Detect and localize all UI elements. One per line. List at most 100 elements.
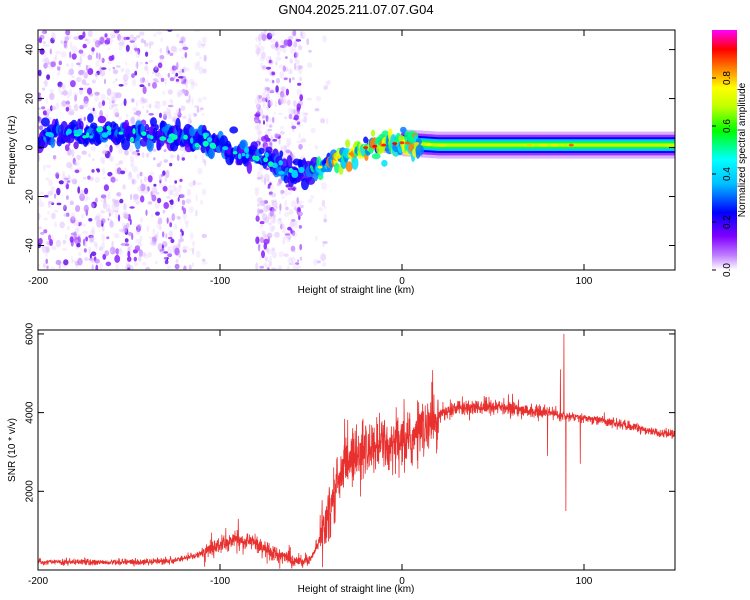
noise-blob	[281, 97, 284, 105]
noise-blob	[53, 155, 56, 161]
noise-blob	[287, 187, 294, 191]
noise-blob	[169, 98, 173, 103]
noise-blob	[288, 209, 294, 215]
noise-blob	[292, 221, 298, 226]
noise-blob	[78, 35, 84, 40]
noise-blob	[194, 62, 200, 67]
noise-blob	[64, 144, 70, 152]
noise-blob	[148, 151, 153, 155]
noise-blob	[117, 214, 121, 222]
noise-blob	[160, 37, 163, 43]
ridge-blob	[415, 144, 425, 156]
noise-blob	[315, 235, 318, 242]
noise-blob	[100, 218, 106, 224]
ridge-blob	[229, 126, 239, 134]
noise-blob	[196, 182, 202, 186]
noise-blob	[108, 67, 111, 72]
noise-blob	[101, 72, 106, 76]
spectrogram-frame	[37, 29, 676, 271]
ridge-hotspot	[241, 152, 246, 157]
noise-blob	[112, 199, 119, 203]
noise-blob	[99, 36, 105, 45]
noise-blob	[261, 65, 267, 70]
noise-blob	[202, 261, 208, 265]
noise-blob	[65, 234, 68, 239]
noise-blob	[268, 222, 271, 226]
noise-blob	[260, 32, 264, 36]
noise-blob	[166, 265, 172, 269]
noise-blob	[197, 40, 202, 49]
noise-blob	[172, 186, 177, 192]
noise-blob	[111, 240, 114, 249]
noise-blob	[178, 185, 182, 188]
noise-blob	[295, 59, 300, 65]
ridge-hotspot	[222, 146, 229, 151]
noise-blob	[66, 226, 71, 231]
noise-blob	[74, 162, 77, 166]
ridge-hotspot	[73, 133, 81, 137]
noise-blob	[43, 194, 49, 198]
noise-blob	[278, 98, 282, 106]
noise-blob	[95, 213, 102, 221]
noise-blob	[116, 93, 121, 98]
noise-blob	[69, 51, 72, 59]
noise-blob	[131, 98, 135, 103]
noise-blob	[94, 115, 100, 119]
noise-blob	[201, 112, 205, 116]
noise-blob	[155, 101, 161, 110]
noise-blob	[38, 263, 41, 268]
noise-blob	[129, 206, 135, 209]
ridge-hotspot	[206, 137, 213, 143]
noise-blob	[280, 125, 284, 130]
noise-blob	[192, 180, 196, 186]
noise-blob	[267, 128, 273, 132]
noise-blob	[163, 251, 169, 254]
noise-blob	[38, 226, 42, 230]
ridge-blob	[334, 162, 340, 174]
noise-blob	[46, 108, 51, 115]
noise-blob	[106, 37, 111, 42]
noise-blob	[310, 195, 314, 200]
noise-blob	[92, 109, 97, 117]
ridge-hotspot	[65, 130, 69, 136]
noise-blob	[292, 232, 298, 238]
noise-blob	[265, 205, 270, 209]
noise-blob	[258, 95, 262, 99]
noise-blob	[323, 218, 328, 223]
ridge-hotspot	[244, 147, 249, 154]
noise-blob	[297, 82, 302, 86]
ridge-hotspot	[106, 125, 111, 131]
noise-blob	[46, 74, 51, 80]
noise-blob	[151, 186, 158, 194]
noise-blob	[159, 179, 162, 184]
noise-blob	[140, 96, 145, 103]
spectrogram-y-label: Frequency (Hz)	[7, 116, 18, 185]
noise-blob	[115, 263, 119, 270]
noise-blob	[275, 206, 278, 210]
noise-blob	[166, 217, 169, 224]
noise-blob	[177, 89, 184, 96]
noise-blob	[180, 81, 187, 85]
noise-blob	[100, 93, 106, 102]
noise-blob	[101, 241, 105, 250]
noise-blob	[38, 201, 45, 207]
noise-blob	[111, 91, 117, 99]
noise-blob	[280, 94, 287, 98]
noise-blob	[175, 200, 178, 203]
noise-blob	[282, 237, 286, 245]
noise-blob	[94, 215, 100, 222]
noise-blob	[135, 201, 139, 206]
noise-blob	[107, 191, 111, 200]
noise-blob	[95, 73, 98, 80]
noise-blob	[197, 167, 203, 175]
noise-blob	[39, 197, 42, 203]
noise-blob	[148, 113, 154, 116]
noise-blob	[123, 213, 129, 220]
noise-blob	[265, 259, 272, 263]
noise-blob	[308, 199, 313, 203]
noise-blob	[83, 204, 89, 213]
ridge-hotspot	[190, 137, 194, 144]
noise-blob	[322, 240, 328, 245]
noise-blob	[128, 171, 132, 178]
noise-blob	[258, 209, 264, 214]
